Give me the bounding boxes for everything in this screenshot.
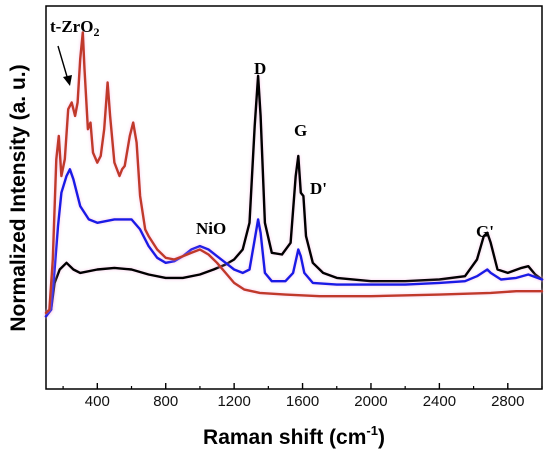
annotation-t-zro2-label: t-ZrO (50, 17, 93, 36)
plot-frame (45, 5, 543, 390)
x-tick-label: 2400 (423, 393, 456, 410)
series-red-line (44, 31, 544, 315)
x-axis-title-end: ) (378, 426, 385, 449)
x-axis-title-sup: -1 (366, 423, 378, 438)
annotation-nio: NiO (196, 219, 226, 238)
series-blue-line (44, 168, 544, 318)
x-tick-label: 1200 (217, 393, 250, 410)
annotation-d-prime: D' (310, 179, 327, 198)
annotation-d: D (254, 59, 266, 78)
x-tick-label: 2800 (491, 393, 524, 410)
x-tick-label: 1600 (286, 393, 319, 410)
y-axis-title: Normalized Intensity (a. u.) (7, 64, 30, 331)
x-tick-label: 400 (85, 393, 110, 410)
x-axis-title: Raman shift (cm-1) (203, 423, 385, 449)
annotation-t-zro2: t-ZrO2 (50, 17, 99, 86)
annotation-arrowhead (63, 75, 72, 86)
x-tick-label: 800 (153, 393, 178, 410)
series-layer (44, 31, 544, 318)
annotation-g-prime: G' (476, 222, 494, 241)
x-axis-ticks: 400 800 1200 1600 2000 2400 2800 (62, 383, 543, 410)
annotation-arrow-shaft (57, 45, 69, 81)
x-axis-title-main: Raman shift (cm (203, 426, 366, 449)
series-black-line (44, 74, 544, 318)
annotation-g: G (294, 121, 307, 140)
svg-text:t-ZrO2: t-ZrO2 (50, 17, 99, 39)
x-tick-label: 2000 (354, 393, 387, 410)
annotation-t-zro2-sub: 2 (93, 25, 99, 39)
